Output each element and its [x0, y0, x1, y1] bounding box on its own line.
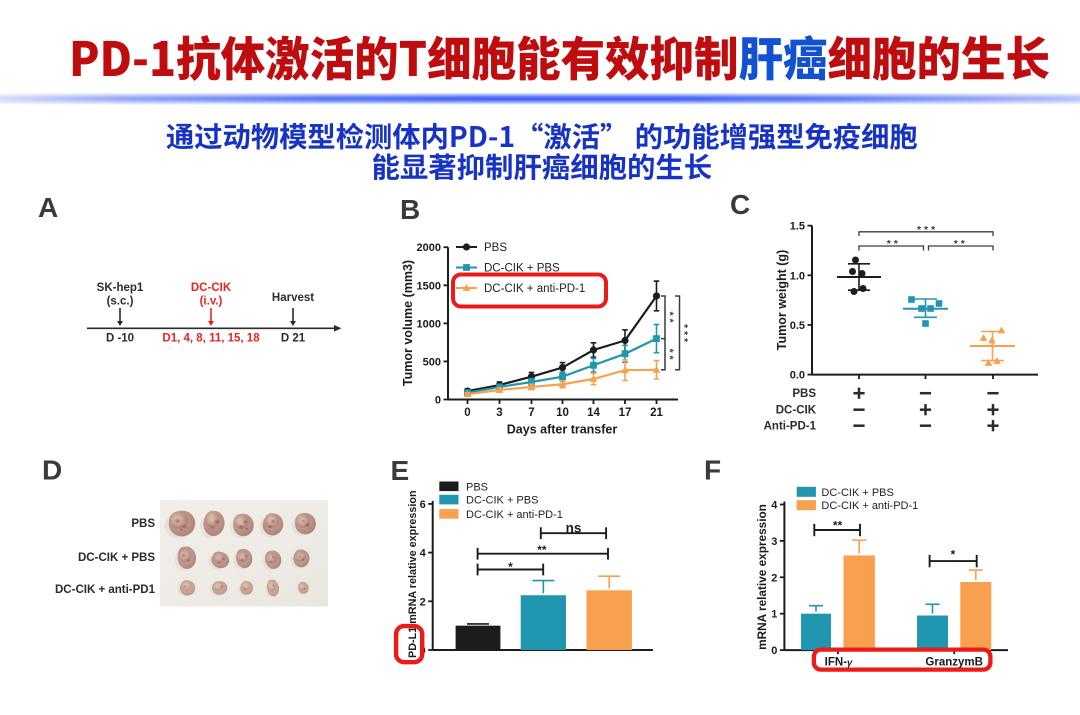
svg-text:4: 4	[420, 548, 427, 560]
svg-text:ns: ns	[566, 520, 582, 535]
svg-text:B: B	[400, 194, 420, 225]
svg-text:**: **	[833, 519, 843, 533]
svg-text:*: *	[508, 560, 513, 574]
svg-text:* *: * *	[664, 311, 676, 323]
svg-text:0.5: 0.5	[790, 320, 805, 332]
svg-text:6: 6	[420, 499, 426, 511]
svg-text:Tumor weight (g): Tumor weight (g)	[775, 250, 789, 350]
svg-text:21: 21	[650, 407, 663, 419]
svg-text:DC-CIK + anti-PD-1: DC-CIK + anti-PD-1	[821, 500, 918, 512]
svg-text:GranzymB: GranzymB	[925, 657, 983, 669]
svg-text:F: F	[704, 455, 721, 486]
svg-text:**: **	[537, 543, 547, 557]
svg-text:14: 14	[587, 407, 600, 419]
svg-text:1.5: 1.5	[790, 221, 805, 233]
svg-text:(i.v.): (i.v.)	[200, 296, 223, 308]
svg-text:0: 0	[435, 395, 441, 407]
svg-text:* *: * *	[954, 238, 966, 250]
svg-text:PD-L1 mRNA relative expression: PD-L1 mRNA relative expression	[407, 490, 419, 658]
svg-text:DC-CIK + PBS: DC-CIK + PBS	[821, 487, 893, 499]
svg-text:Anti-PD-1: Anti-PD-1	[764, 421, 817, 433]
svg-text:(s.c.): (s.c.)	[107, 296, 134, 308]
svg-text:D: D	[42, 455, 62, 486]
svg-text:1: 1	[771, 609, 777, 621]
svg-text:E: E	[391, 455, 410, 486]
svg-text:D -10: D -10	[106, 333, 134, 345]
svg-text:3: 3	[496, 407, 502, 419]
svg-text:DC-CIK + anti-PD1: DC-CIK + anti-PD1	[55, 584, 156, 596]
svg-text:A: A	[38, 192, 58, 223]
svg-text:1000: 1000	[417, 318, 441, 330]
svg-text:0.0: 0.0	[790, 370, 805, 382]
svg-text:DC-CIK: DC-CIK	[191, 282, 232, 294]
svg-text:7: 7	[528, 407, 534, 419]
svg-text:1.0: 1.0	[790, 270, 805, 282]
svg-text:Days after transfer: Days after transfer	[507, 423, 618, 437]
svg-text:D 21: D 21	[281, 333, 306, 345]
svg-text:2: 2	[420, 596, 426, 608]
svg-text:4: 4	[771, 500, 778, 512]
svg-text:DC-CIK + anti-PD-1: DC-CIK + anti-PD-1	[484, 283, 585, 295]
svg-text:0: 0	[464, 407, 470, 419]
svg-text:PBS: PBS	[131, 518, 155, 530]
svg-text:IFN-γ: IFN-γ	[825, 657, 853, 669]
svg-text:PBS: PBS	[484, 242, 507, 254]
svg-text:DC-CIK: DC-CIK	[776, 405, 817, 417]
svg-text:C: C	[730, 189, 750, 220]
svg-text:2000: 2000	[417, 242, 441, 254]
svg-text:Harvest: Harvest	[272, 292, 314, 304]
svg-text:*: *	[951, 548, 956, 562]
svg-text:Tumor volume (mm3): Tumor volume (mm3)	[401, 260, 415, 386]
svg-text:* *: * *	[664, 348, 676, 360]
svg-text:10: 10	[556, 407, 569, 419]
svg-text:* * *: * * *	[917, 224, 936, 236]
svg-text:DC-CIK + PBS: DC-CIK + PBS	[466, 495, 538, 507]
svg-text:0: 0	[771, 645, 777, 657]
svg-text:PBS: PBS	[466, 481, 488, 493]
svg-text:DC-CIK + anti-PD-1: DC-CIK + anti-PD-1	[466, 509, 563, 521]
svg-text:DC-CIK + PBS: DC-CIK + PBS	[484, 263, 560, 275]
svg-text:3: 3	[771, 536, 777, 548]
svg-text:DC-CIK + PBS: DC-CIK + PBS	[78, 552, 155, 564]
svg-text:* *: * *	[887, 238, 899, 250]
svg-text:mRNA relative expression: mRNA relative expression	[755, 504, 769, 650]
svg-text:17: 17	[619, 407, 632, 419]
svg-text:PBS: PBS	[792, 388, 816, 400]
svg-text:SK-hep1: SK-hep1	[97, 282, 144, 294]
svg-text:2: 2	[771, 572, 777, 584]
svg-text:D1, 4, 8, 11, 15, 18: D1, 4, 8, 11, 15, 18	[162, 333, 260, 345]
svg-text:500: 500	[423, 356, 441, 368]
svg-text:* * *: * * *	[678, 324, 690, 343]
svg-text:1500: 1500	[417, 280, 441, 292]
